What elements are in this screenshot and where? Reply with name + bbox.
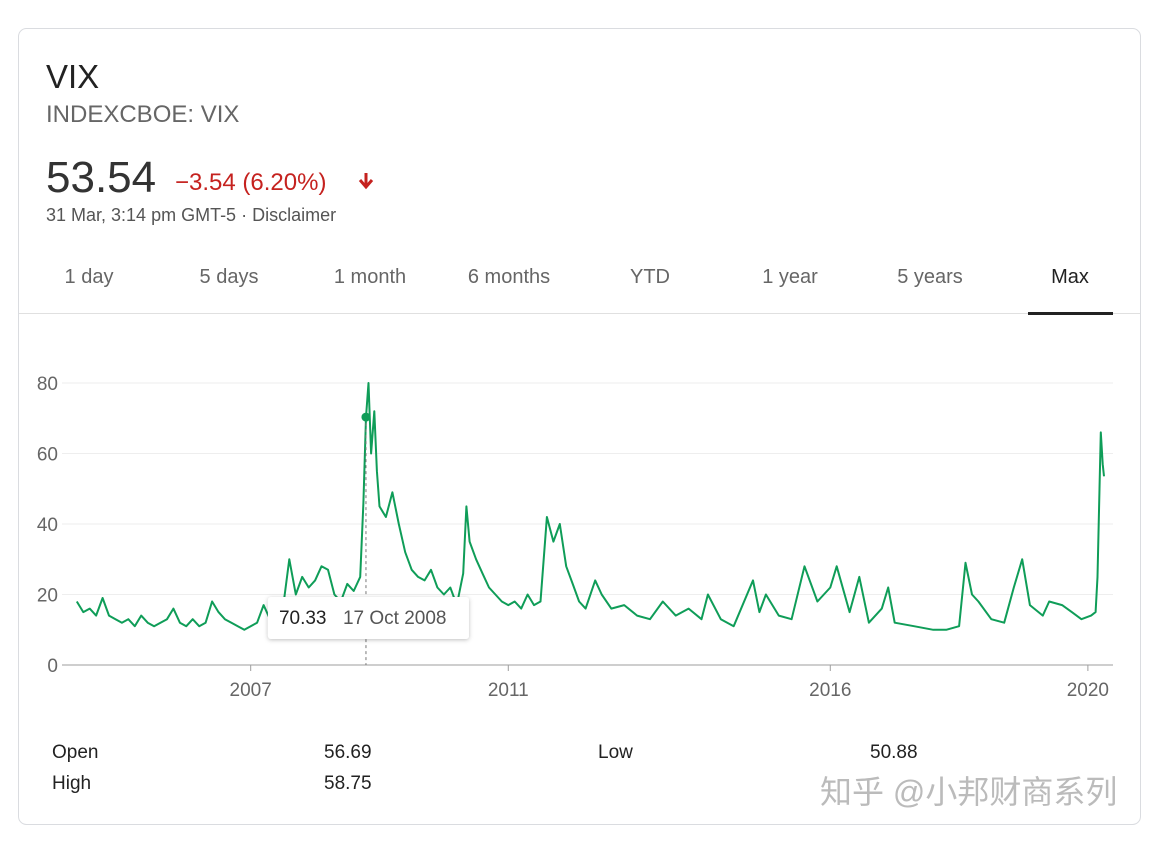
y-tick-label: 20 [37, 586, 58, 607]
x-tick-label: 2011 [488, 680, 529, 701]
x-tick-label: 2007 [230, 680, 272, 701]
stat-label: Low [598, 742, 633, 763]
tooltip-date: 17 Oct 2008 [343, 608, 447, 629]
stat-label: High [52, 773, 91, 794]
stat-value: 56.69 [324, 742, 372, 763]
tooltip-value: 70.33 [279, 608, 327, 629]
tab[interactable]: 1 day [65, 266, 114, 288]
watermark: 知乎 @小邦财商系列 [820, 774, 1117, 810]
tab[interactable]: 1 year [762, 266, 818, 288]
price-line [75, 382, 1105, 631]
stat-value: 50.88 [870, 742, 918, 763]
tab[interactable]: YTD [630, 266, 670, 288]
stat-label: Open [52, 742, 98, 763]
y-tick-label: 80 [37, 374, 58, 395]
tab[interactable]: 5 years [897, 266, 963, 288]
stat-value: 58.75 [324, 773, 372, 794]
x-tick-label: 2016 [809, 680, 851, 701]
card-border [18, 28, 1141, 825]
title: VIX [46, 58, 99, 95]
subtitle: INDEXCBOE: VIX [46, 101, 239, 128]
tab[interactable]: 1 month [334, 266, 406, 288]
y-tick-label: 0 [47, 656, 58, 677]
hover-dot [361, 412, 371, 422]
tooltip-box [267, 597, 469, 639]
change: −3.54 (6.20%) [175, 169, 326, 196]
timestamp: 31 Mar, 3:14 pm GMT-5 · Disclaimer [46, 205, 336, 225]
price: 53.54 [46, 153, 156, 202]
y-tick-label: 40 [37, 515, 58, 536]
tab[interactable]: 5 days [200, 266, 259, 288]
tab-underline [1028, 312, 1113, 315]
tab[interactable]: 6 months [468, 266, 550, 288]
y-tick-label: 60 [37, 445, 58, 466]
down-arrow [358, 173, 374, 190]
tab[interactable]: Max [1051, 266, 1089, 288]
x-tick-label: 2020 [1067, 680, 1109, 701]
